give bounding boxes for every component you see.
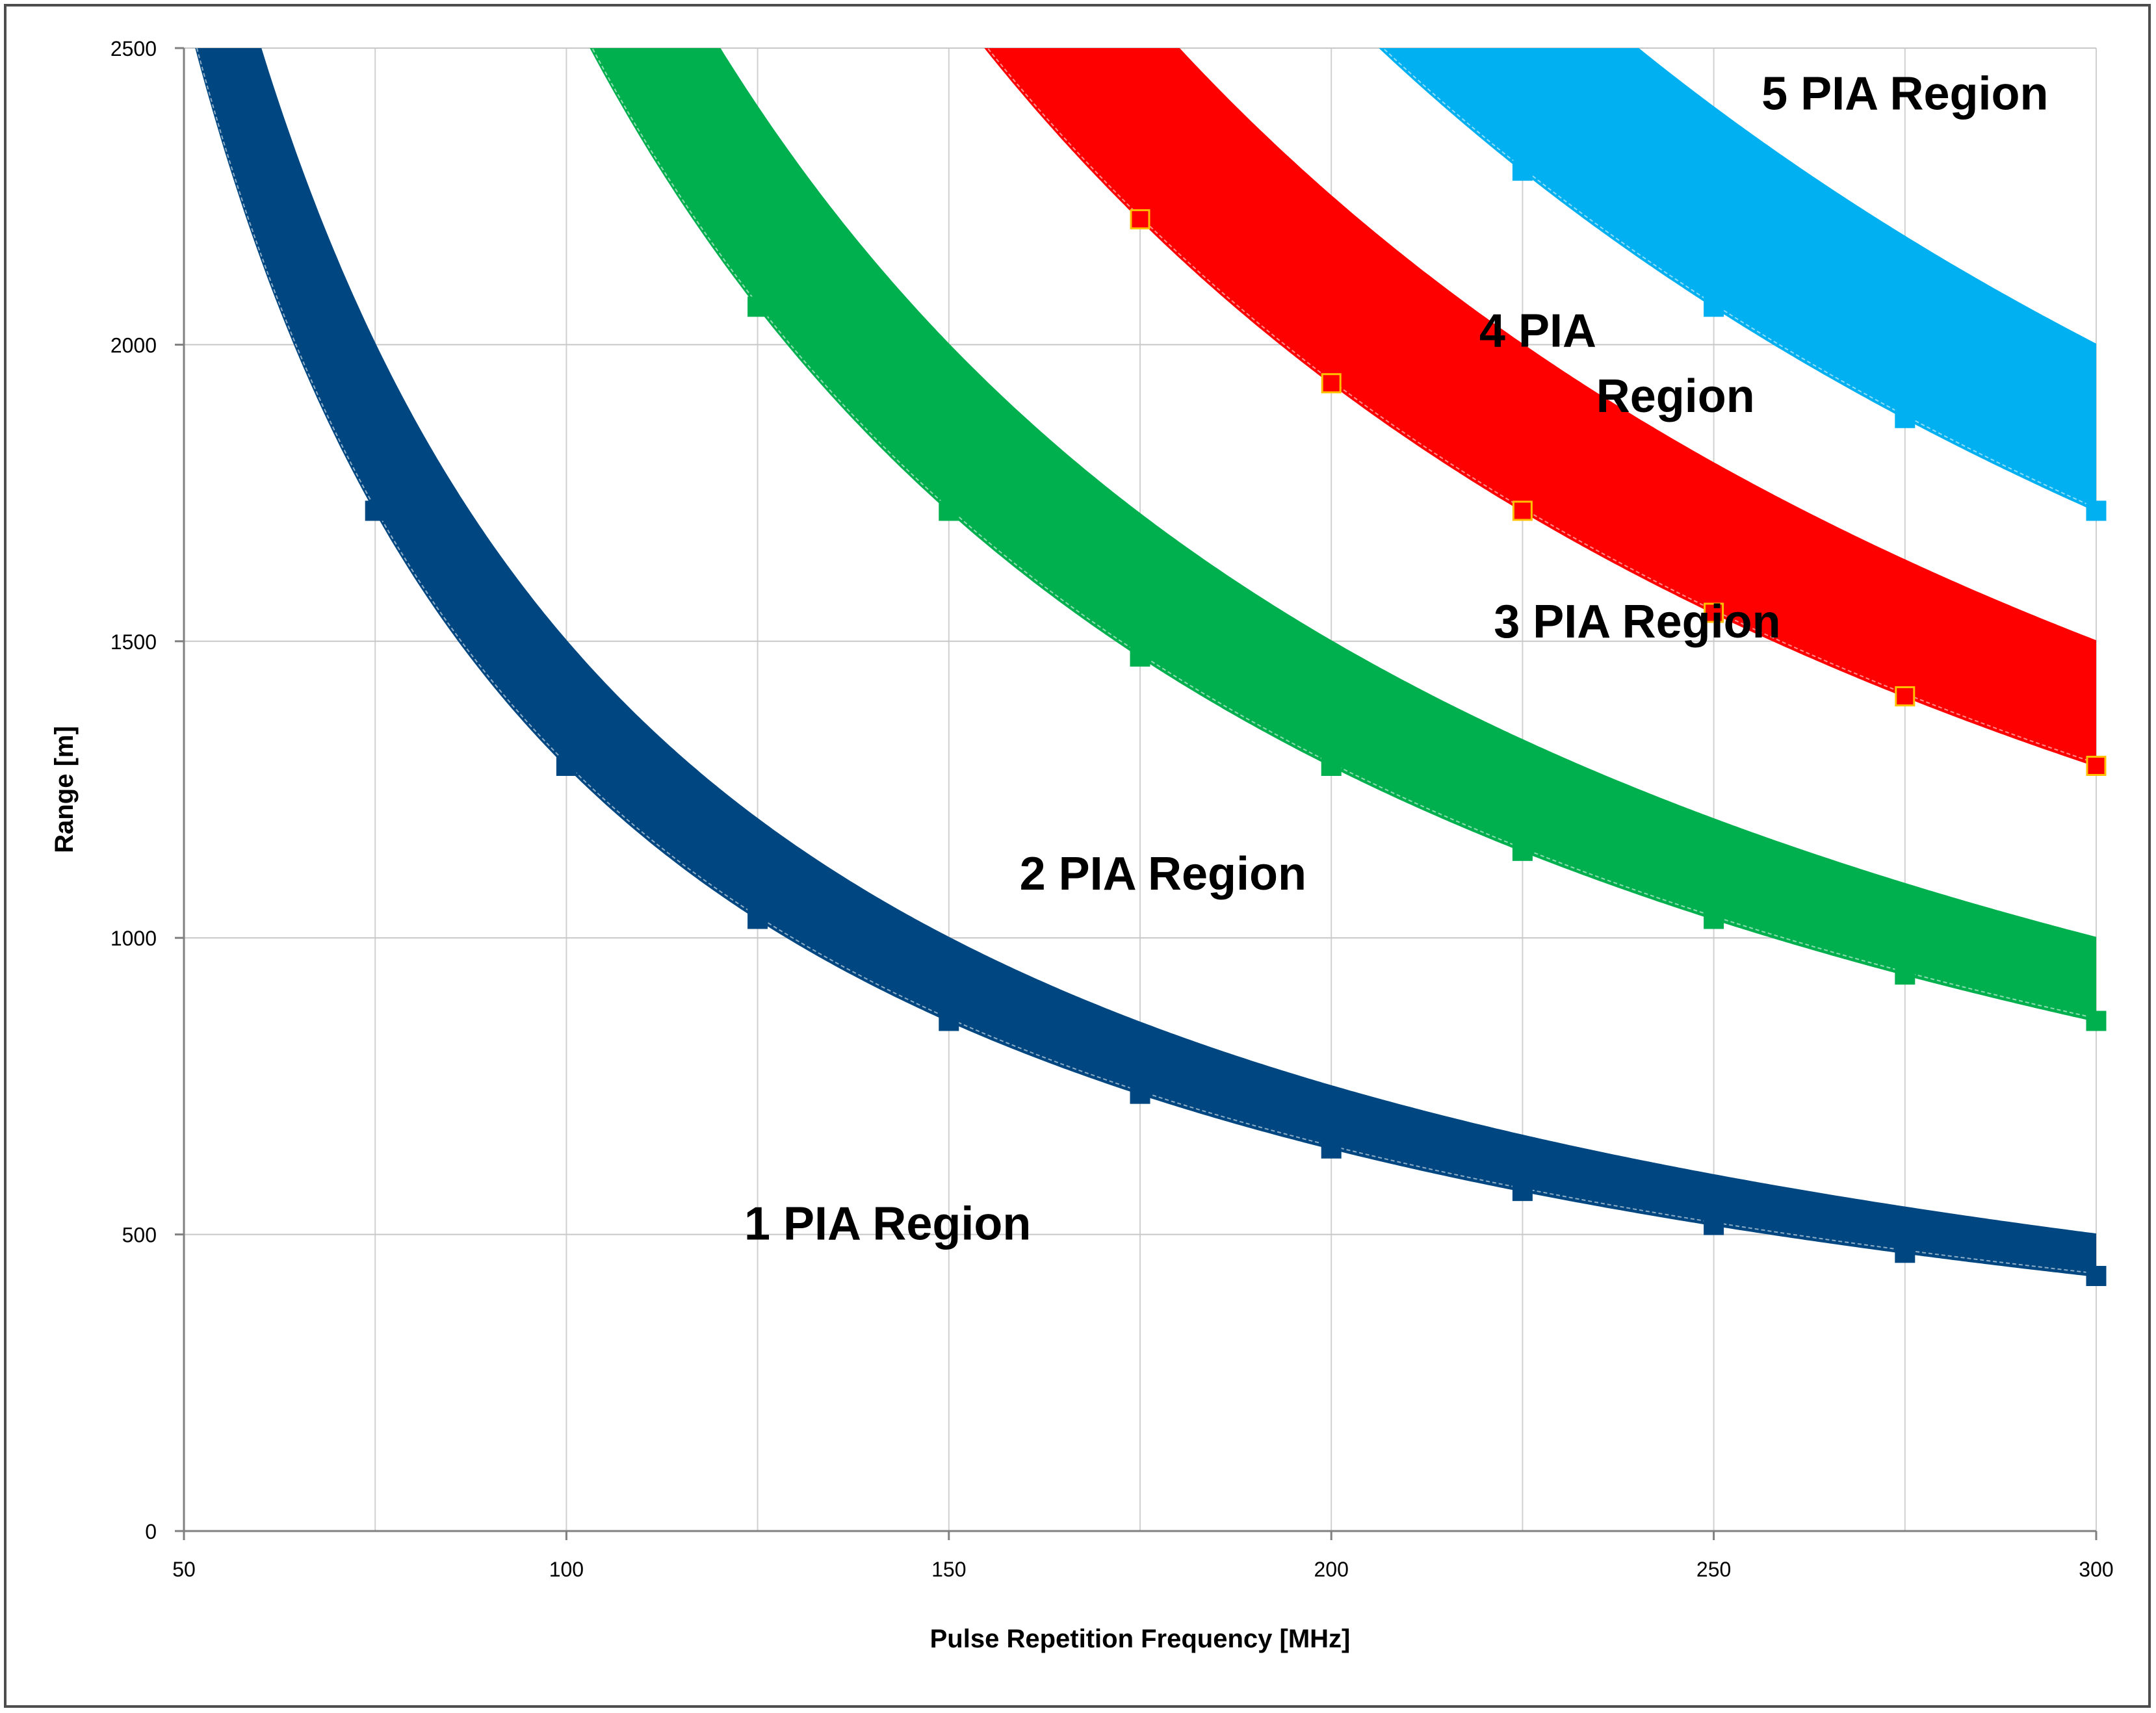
region-label: 4 PIA — [1479, 305, 1596, 357]
band-3-marker — [2086, 755, 2107, 776]
y-tick-label: 2500 — [110, 37, 157, 60]
band-4-pia — [1379, 48, 2096, 512]
band-2-marker — [1704, 908, 1724, 929]
band-1-marker — [2086, 1265, 2107, 1286]
region-label: 1 PIA Region — [744, 1198, 1031, 1250]
y-tick-label: 500 — [122, 1224, 157, 1247]
band-2-pia — [590, 48, 2096, 1022]
band-3-marker — [1321, 373, 1342, 394]
band-1-marker — [1704, 1215, 1724, 1235]
x-tick-label: 300 — [2079, 1558, 2113, 1581]
x-tick-label: 250 — [1696, 1558, 1731, 1581]
band-3-marker — [1704, 602, 1724, 623]
y-tick-label: 0 — [145, 1520, 157, 1543]
band-2-marker — [939, 500, 959, 521]
region-labels: 1 PIA Region 2 PIA Region 3 PIA Region 4 PI… — [744, 68, 2049, 1250]
band-3-pia — [984, 48, 2096, 767]
band-3-edge — [987, 48, 2096, 764]
band-1-marker — [939, 1011, 959, 1031]
band-2-marker — [2086, 1011, 2107, 1031]
y-tick-label: 2000 — [110, 333, 157, 357]
band-markers — [365, 161, 2107, 1286]
region-label: 2 PIA Region — [1020, 848, 1306, 900]
y-tick-labels: 0 500 1000 1500 2000 2500 — [110, 37, 157, 1543]
band-2-marker — [1895, 964, 1916, 985]
region-label: 3 PIA Region — [1494, 596, 1780, 648]
y-tick-label: 1500 — [110, 630, 157, 654]
band-1-marker — [1130, 1083, 1150, 1104]
x-axis-title: Pulse Repetition Frequency [MHz] — [930, 1625, 1351, 1653]
band-3-marker — [1895, 686, 1916, 706]
band-1-edge — [196, 48, 2096, 1274]
band-1-marker — [1895, 1243, 1916, 1263]
axes — [175, 47, 2098, 1540]
band-4-marker — [1512, 161, 1533, 181]
band-4-edge — [1382, 48, 2096, 509]
band-2-edge — [591, 48, 2096, 1019]
band-1-marker — [1321, 1138, 1342, 1159]
band-2-marker — [1321, 755, 1342, 776]
band-1-marker — [556, 755, 577, 776]
x-tick-labels: 50 100 150 200 250 300 — [172, 1558, 2113, 1581]
band-2-marker — [747, 296, 768, 317]
band-1-pia — [195, 48, 2096, 1278]
band-2-marker — [1512, 840, 1533, 861]
region-label: Region — [1596, 370, 1755, 422]
band-4-marker — [1704, 296, 1724, 317]
x-tick-label: 200 — [1314, 1558, 1349, 1581]
band-1-marker — [1512, 1181, 1533, 1202]
band-1-marker — [365, 500, 385, 521]
band-1-marker — [747, 908, 768, 929]
y-axis-title: Range [m] — [50, 726, 79, 853]
band-3-marker — [1512, 500, 1533, 521]
x-tick-label: 100 — [549, 1558, 584, 1581]
band-4-marker — [1895, 407, 1916, 428]
pia-bands — [195, 48, 2096, 1278]
band-2-marker — [1130, 646, 1150, 667]
y-tick-label: 1000 — [110, 927, 157, 950]
band-4-marker — [2086, 500, 2107, 521]
region-label: 5 PIA Region — [1761, 68, 2048, 120]
x-tick-label: 50 — [172, 1558, 196, 1581]
x-tick-label: 150 — [931, 1558, 966, 1581]
band-3-marker — [1130, 209, 1150, 229]
